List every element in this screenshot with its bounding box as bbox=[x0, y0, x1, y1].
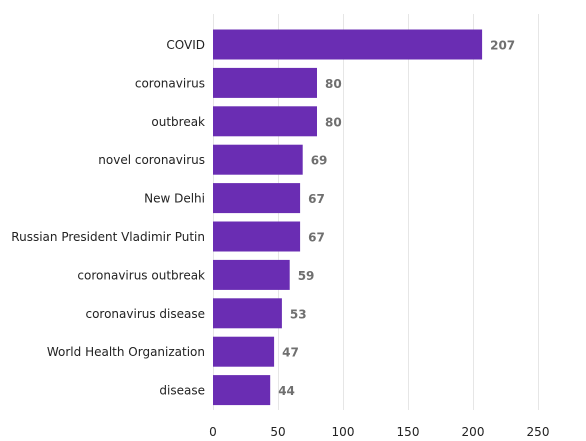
bar-4[interactable] bbox=[213, 183, 301, 214]
x-tick-label-150: 150 bbox=[397, 425, 420, 439]
bar-0[interactable] bbox=[213, 29, 483, 60]
category-label-7: coronavirus disease bbox=[85, 307, 205, 321]
x-axis-ticks: 0 50 100 150 200 250 bbox=[209, 425, 549, 439]
x-tick-label-250: 250 bbox=[527, 425, 550, 439]
value-label-0: 207 bbox=[490, 39, 515, 53]
bar-5[interactable] bbox=[213, 221, 301, 252]
value-label-3: 69 bbox=[311, 154, 328, 168]
category-label-5: Russian President Vladimir Putin bbox=[11, 230, 205, 244]
value-label-7: 53 bbox=[290, 307, 307, 321]
value-label-9: 44 bbox=[278, 384, 295, 398]
category-label-9: disease bbox=[159, 384, 205, 398]
bar-6[interactable] bbox=[213, 259, 290, 290]
value-label-2: 80 bbox=[325, 115, 342, 129]
x-tick-label-100: 100 bbox=[332, 425, 355, 439]
bar-8[interactable] bbox=[213, 336, 275, 367]
category-label-4: New Delhi bbox=[144, 192, 205, 206]
x-tick-label-0: 0 bbox=[209, 425, 217, 439]
bar-1[interactable] bbox=[213, 67, 317, 98]
category-label-0: COVID bbox=[166, 38, 205, 52]
category-label-3: novel coronavirus bbox=[98, 153, 205, 167]
category-label-2: outbreak bbox=[151, 115, 205, 129]
bar-7[interactable] bbox=[213, 298, 282, 329]
x-tick-label-200: 200 bbox=[462, 425, 485, 439]
category-label-8: World Health Organization bbox=[47, 345, 205, 359]
bar-3[interactable] bbox=[213, 144, 303, 175]
value-labels: 207 80 80 69 67 67 59 53 47 44 bbox=[278, 39, 515, 399]
category-labels: COVID coronavirus outbreak novel coronaviru… bbox=[11, 38, 205, 398]
value-label-6: 59 bbox=[298, 269, 315, 283]
value-label-4: 67 bbox=[308, 192, 325, 206]
category-label-6: coronavirus outbreak bbox=[77, 268, 205, 282]
bar-9[interactable] bbox=[213, 375, 271, 406]
x-tick-label-50: 50 bbox=[270, 425, 285, 439]
value-label-1: 80 bbox=[325, 77, 342, 91]
bar-2[interactable] bbox=[213, 106, 317, 137]
bars bbox=[213, 29, 483, 406]
value-label-8: 47 bbox=[282, 346, 299, 360]
value-label-5: 67 bbox=[308, 231, 325, 245]
category-label-1: coronavirus bbox=[135, 76, 205, 90]
